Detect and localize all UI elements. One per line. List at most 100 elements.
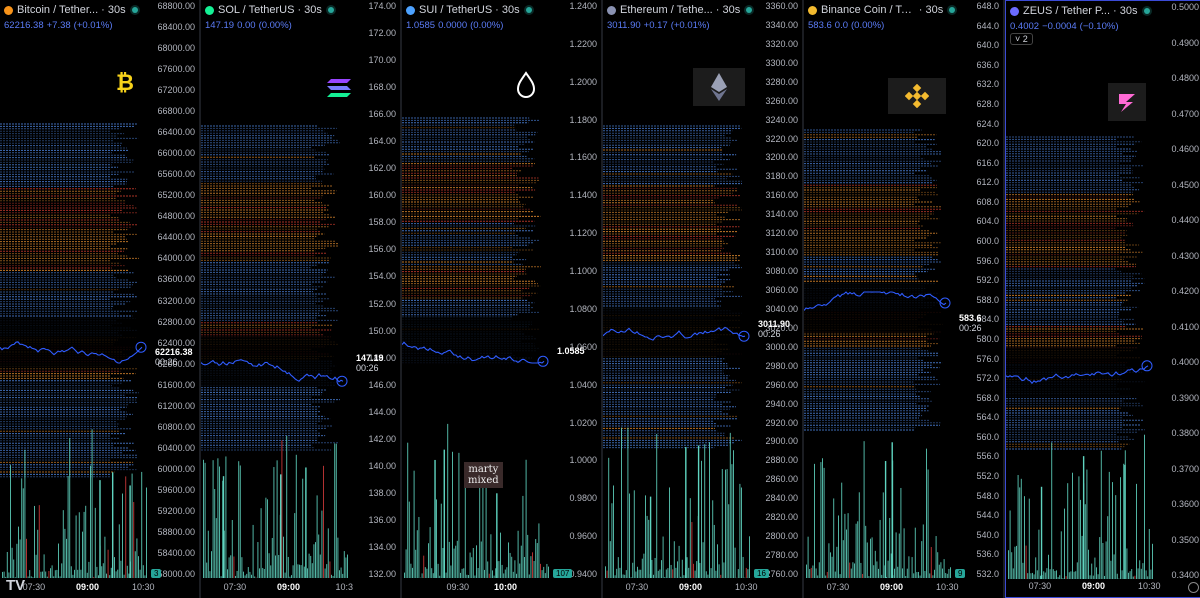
symbol-title-row[interactable]: Binance Coin / Tet... · 30s <box>808 4 955 16</box>
pane-divider[interactable] <box>400 0 402 598</box>
price-chart-canvas[interactable] <box>603 0 756 598</box>
price-chart-canvas[interactable] <box>0 0 153 598</box>
volume-bar <box>849 562 851 578</box>
interval-label[interactable]: · 30s <box>101 4 126 16</box>
price-chart-canvas[interactable] <box>1006 1 1159 598</box>
symbol-title-row[interactable]: SOL / TetherUS · 30s <box>205 4 352 16</box>
last-price-value: 147.19 <box>356 353 384 363</box>
volume-bar <box>677 561 678 578</box>
price-tick: 536.0 <box>976 549 999 560</box>
quote-price: 0.4002 <box>1010 21 1040 32</box>
symbol-title-row[interactable]: Bitcoin / Tether... · 30s <box>4 4 151 16</box>
price-tick: 0.3500 <box>1171 534 1199 545</box>
price-tick: 148.00 <box>368 352 396 363</box>
volume-bar <box>214 489 216 578</box>
solana-logo <box>327 75 351 101</box>
scale-badge[interactable]: 16 <box>754 569 769 578</box>
volume-bar <box>637 566 638 578</box>
price-tick: 138.00 <box>368 487 396 498</box>
volume-bar <box>946 573 948 578</box>
scale-badge[interactable]: 9 <box>955 569 966 578</box>
price-axis[interactable]: 68800.00 68400.00 68000.00 67600.00 67200.00… <box>153 0 199 598</box>
time-axis[interactable]: 07:30 09:00 10:30 <box>804 582 1003 596</box>
price-chart-canvas[interactable] <box>201 0 354 598</box>
time-axis[interactable]: 07:30 09:00 10:30 <box>0 582 199 596</box>
symbol-title[interactable]: Ethereum / Tethe... <box>620 4 713 16</box>
last-price-marker <box>537 355 549 367</box>
interval-label[interactable]: · 30s <box>297 4 322 16</box>
price-axis[interactable]: 0.5000 0.4900 0.4800 0.4700 0.4600 0.4500 0.44… <box>1157 1 1200 597</box>
volume-bar <box>678 545 680 578</box>
volume-bar <box>1136 483 1137 579</box>
price-axis[interactable]: 648.0 644.0 640.0 636.0 632.0 628.0 624.0 620.0… <box>957 0 1003 598</box>
time-tick: 10:30 <box>936 582 959 592</box>
symbol-title[interactable]: ZEUS / Tether P... <box>1023 5 1111 17</box>
volume-bar <box>1049 569 1051 579</box>
volume-bar <box>300 565 302 578</box>
chart-pane-zeus[interactable]: ZEUS / Tether P... · 30s 0.4002 −0.0004 (−0.… <box>1005 0 1200 598</box>
price-tick: 576.0 <box>976 353 999 364</box>
symbol-title[interactable]: Bitcoin / Tether... <box>17 4 99 16</box>
time-axis[interactable]: 07:30 09:00 10:30 <box>603 582 802 596</box>
price-tick: 3000.00 <box>765 341 798 352</box>
time-axis[interactable]: 09:30 10:00 <box>402 582 601 596</box>
chart-pane-btc[interactable]: Bitcoin / Tether... · 30s 62216.38 +7.38 (+0… <box>0 0 199 598</box>
volume-bar <box>1126 548 1128 579</box>
interval-label[interactable]: · 30s <box>495 4 520 16</box>
volume-bar <box>316 495 318 578</box>
volume-bar <box>506 567 508 578</box>
price-chart-canvas[interactable] <box>402 0 555 598</box>
pane-divider[interactable] <box>601 0 603 598</box>
price-tick: 170.00 <box>368 55 396 66</box>
volume-bar <box>1129 571 1131 579</box>
volume-bar <box>99 480 101 578</box>
last-price-value: 3011.90 <box>758 319 791 329</box>
volume-bar <box>683 575 685 578</box>
symbol-title[interactable]: Binance Coin / Tet... <box>821 4 916 16</box>
chart-pane-sol[interactable]: SOL / TetherUS · 30s 147.19 0.00 (0.00%) 174.… <box>201 0 400 598</box>
price-chart-canvas[interactable] <box>804 0 957 598</box>
quote-pct: (−0.10%) <box>1079 21 1119 32</box>
pane-divider[interactable] <box>802 0 804 598</box>
volume-bar <box>1139 560 1141 579</box>
last-price-label: 3011.90 00:26 <box>756 319 802 339</box>
volume-bar <box>326 564 328 578</box>
pane-divider[interactable] <box>199 0 201 598</box>
interval-label[interactable]: · 30s <box>918 4 944 16</box>
volume-bar <box>871 537 873 578</box>
symbol-title-row[interactable]: Ethereum / Tethe... · 30s <box>607 4 754 16</box>
symbol-title-row[interactable]: ZEUS / Tether P... · 30s <box>1010 5 1155 17</box>
price-tick: 65600.00 <box>157 169 195 180</box>
scale-badge[interactable]: 3 <box>151 569 162 578</box>
pane-divider[interactable] <box>1003 0 1005 598</box>
price-tick: 644.0 <box>976 20 999 31</box>
volume-bar <box>723 562 725 578</box>
time-tick: 09:00 <box>679 582 703 592</box>
scale-badge[interactable]: 107 <box>553 569 573 578</box>
price-axis[interactable]: 3360.00 3340.00 3320.00 3300.00 3280.00 3260.… <box>756 0 802 598</box>
volume-bar <box>54 570 56 578</box>
chart-pane-sui[interactable]: SUI / TetherUS · 30s 1.0585 0.0000 (0.00%) 1.… <box>402 0 601 598</box>
price-tick: 548.0 <box>976 490 999 501</box>
price-gap <box>1006 348 1159 398</box>
volume-bar <box>1082 456 1085 579</box>
time-axis[interactable]: 07:30 09:00 10:3 <box>201 582 400 596</box>
symbol-title[interactable]: SOL / TetherUS <box>218 4 295 16</box>
volume-bar <box>456 540 458 578</box>
collapse-indicators-button[interactable]: ˅ 2 <box>1010 33 1033 45</box>
price-axis[interactable]: 174.00 172.00 170.00 168.00 166.00 164.00 162.… <box>354 0 400 598</box>
pane-header: Binance Coin / Tet... · 30s 583.6 0.0 (0.00%… <box>808 4 955 31</box>
volume-bar <box>1035 557 1037 579</box>
symbol-title-row[interactable]: SUI / TetherUS · 30s <box>406 4 553 16</box>
settings-gear-icon[interactable] <box>1188 582 1199 593</box>
price-axis[interactable]: 1.2400 1.2200 1.2000 1.1800 1.1600 1.1400 1.12… <box>555 0 601 598</box>
volume-bar <box>311 563 313 578</box>
symbol-title[interactable]: SUI / TetherUS <box>419 4 493 16</box>
chart-pane-bnb[interactable]: Binance Coin / Tet... · 30s 583.6 0.0 (0.00%… <box>804 0 1003 598</box>
time-axis[interactable]: 07:30 09:00 10:30 <box>1006 581 1200 595</box>
volume-bar <box>898 533 900 578</box>
chart-pane-eth[interactable]: Ethereum / Tethe... · 30s 3011.90 +0.17 (+0.… <box>603 0 802 598</box>
interval-label[interactable]: · 30s <box>715 4 741 16</box>
volume-bar <box>739 483 741 578</box>
interval-label[interactable]: · 30s <box>1113 5 1138 17</box>
